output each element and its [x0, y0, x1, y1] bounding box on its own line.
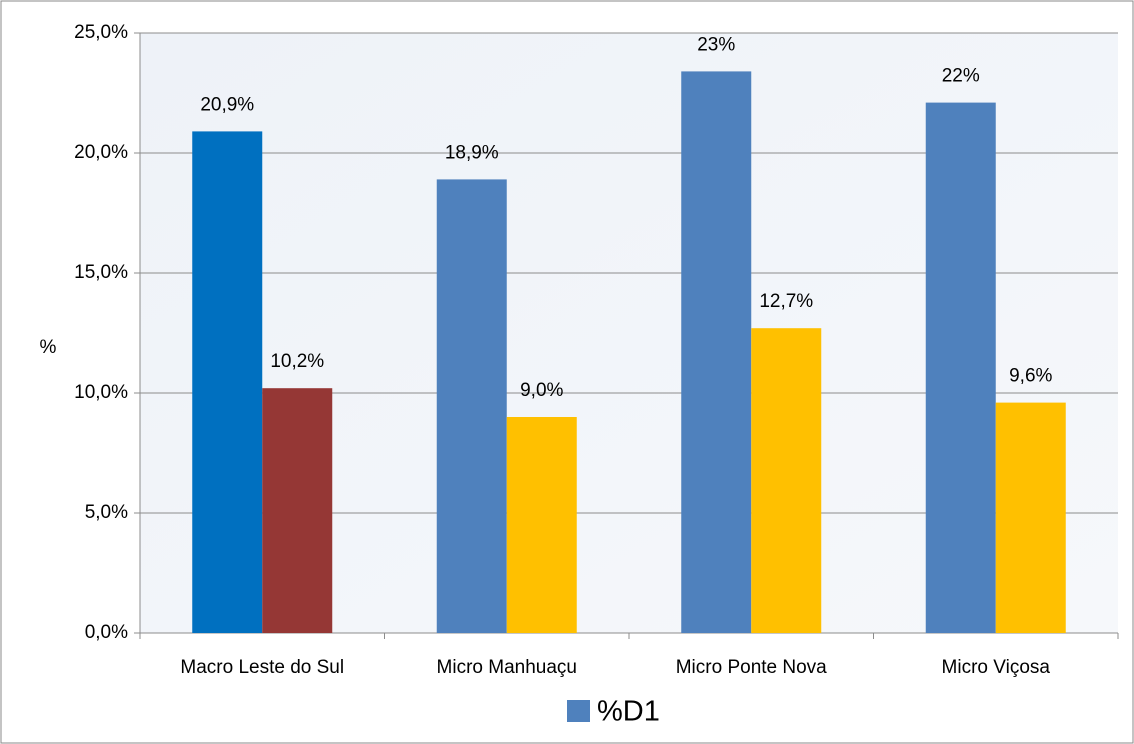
bar	[262, 388, 333, 633]
bar	[192, 131, 263, 633]
x-tick-label: Micro Viçosa	[942, 657, 1051, 678]
data-label: 18,9%	[445, 142, 499, 163]
y-tick-label: 20,0%	[74, 142, 128, 163]
data-label: 9,0%	[520, 380, 563, 401]
bar	[751, 328, 822, 633]
x-tick-label: Micro Ponte Nova	[676, 657, 827, 678]
data-label: 12,7%	[759, 291, 813, 312]
y-axis-label: %	[40, 337, 57, 358]
data-label: 23%	[697, 34, 735, 55]
bar	[995, 402, 1066, 633]
bar	[681, 71, 752, 633]
y-tick-label: 15,0%	[74, 262, 128, 283]
bar	[506, 417, 577, 633]
x-tick-label: Macro Leste do Sul	[180, 657, 344, 678]
data-label: 9,6%	[1009, 366, 1052, 387]
data-label: 22%	[942, 66, 980, 87]
bar	[925, 102, 996, 634]
data-label: 20,9%	[200, 94, 254, 115]
x-tick-label: Micro Manhuaçu	[437, 657, 577, 678]
y-tick-label: 10,0%	[74, 382, 128, 403]
y-tick-label: 25,0%	[74, 22, 128, 43]
data-label: 10,2%	[270, 351, 324, 372]
y-tick-label: 5,0%	[85, 502, 128, 523]
legend-label: %D1	[597, 696, 660, 728]
y-tick-label: 0,0%	[85, 622, 128, 643]
bar	[436, 179, 507, 633]
legend-swatch	[567, 700, 590, 722]
